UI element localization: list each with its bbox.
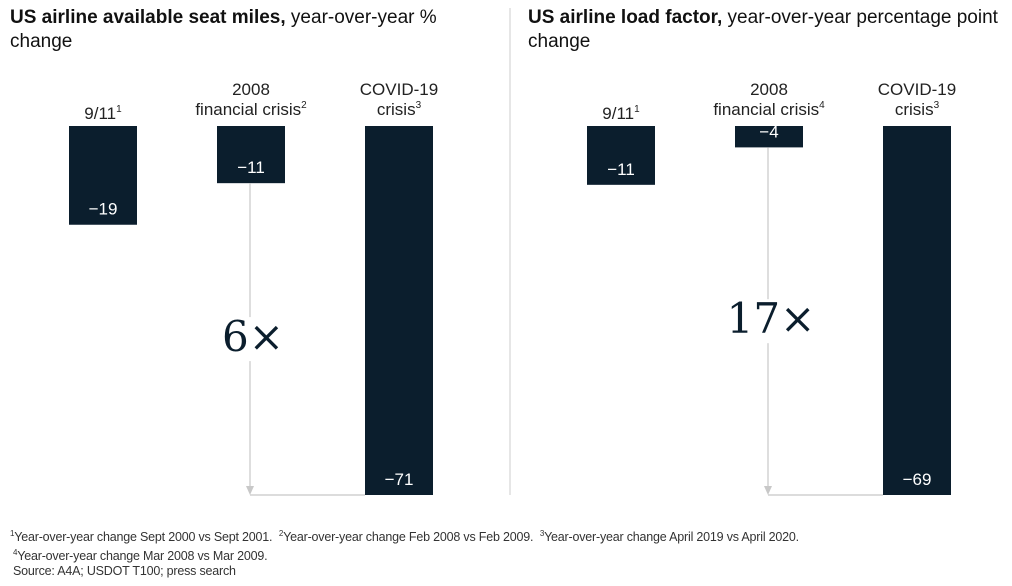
footnote-1: Year-over-year change Sept 2000 vs Sept … [14, 530, 273, 545]
title-rest: year-over-year % change [10, 7, 437, 52]
multiplier-label: 17× [727, 294, 816, 343]
bar-value-label: −71 [385, 470, 414, 489]
bar-value-label: −11 [237, 158, 265, 177]
footnote-4: Year-over-year change Mar 2008 vs Mar 20… [17, 549, 268, 564]
arrow-head-icon [764, 486, 772, 495]
category-label: crisis3 [377, 100, 422, 119]
footnote-ref: 3 [416, 100, 422, 111]
footnote-ref: 1 [634, 104, 640, 115]
footnote-3: Year-over-year change April 2019 vs Apri… [544, 530, 799, 545]
category-label: financial crisis4 [713, 100, 825, 119]
bar-value-label: −11 [607, 160, 635, 179]
chart-title-seat-miles: US airline available seat miles, year-ov… [10, 6, 480, 54]
category-label: financial crisis2 [195, 100, 307, 119]
title-bold: US airline load factor, [528, 7, 723, 28]
category-label: 9/111 [602, 104, 640, 123]
title-rest: year-over-year percentage point change [528, 7, 998, 52]
bar-value-label: −19 [89, 200, 118, 219]
title-bold: US airline available seat miles, [10, 7, 286, 28]
multiplier-bg [738, 299, 798, 344]
bar-value-label: −4 [759, 122, 778, 141]
bar [365, 126, 433, 495]
multiplier-label: 6× [222, 312, 284, 361]
category-label: crisis3 [895, 100, 940, 119]
category-label-line1: 2008 [750, 80, 788, 99]
arrow-head-icon [246, 486, 254, 495]
footnote-ref: 2 [301, 100, 307, 111]
category-label-line1: COVID-19 [878, 80, 956, 99]
footnote-2: Year-over-year change Feb 2008 vs Feb 20… [283, 530, 534, 545]
source: Source: A4A; USDOT T100; press search [13, 564, 236, 579]
category-label-line1: 2008 [232, 80, 270, 99]
category-label-line1: COVID-19 [360, 80, 438, 99]
footnote-ref: 4 [819, 100, 825, 111]
bar [883, 126, 951, 495]
chart-title-load-factor: US airline load factor, year-over-year p… [528, 6, 998, 54]
bar-value-label: −69 [903, 470, 932, 489]
bar [69, 126, 137, 225]
footnote-ref: 1 [116, 104, 122, 115]
bar [735, 126, 803, 148]
bar [587, 126, 655, 185]
footnote-ref: 3 [934, 100, 940, 111]
multiplier-bg [220, 317, 280, 362]
category-label: 9/111 [84, 104, 122, 123]
bar [217, 126, 285, 184]
footnotes: 1Year-over-year change Sept 2000 vs Sept… [10, 529, 799, 579]
